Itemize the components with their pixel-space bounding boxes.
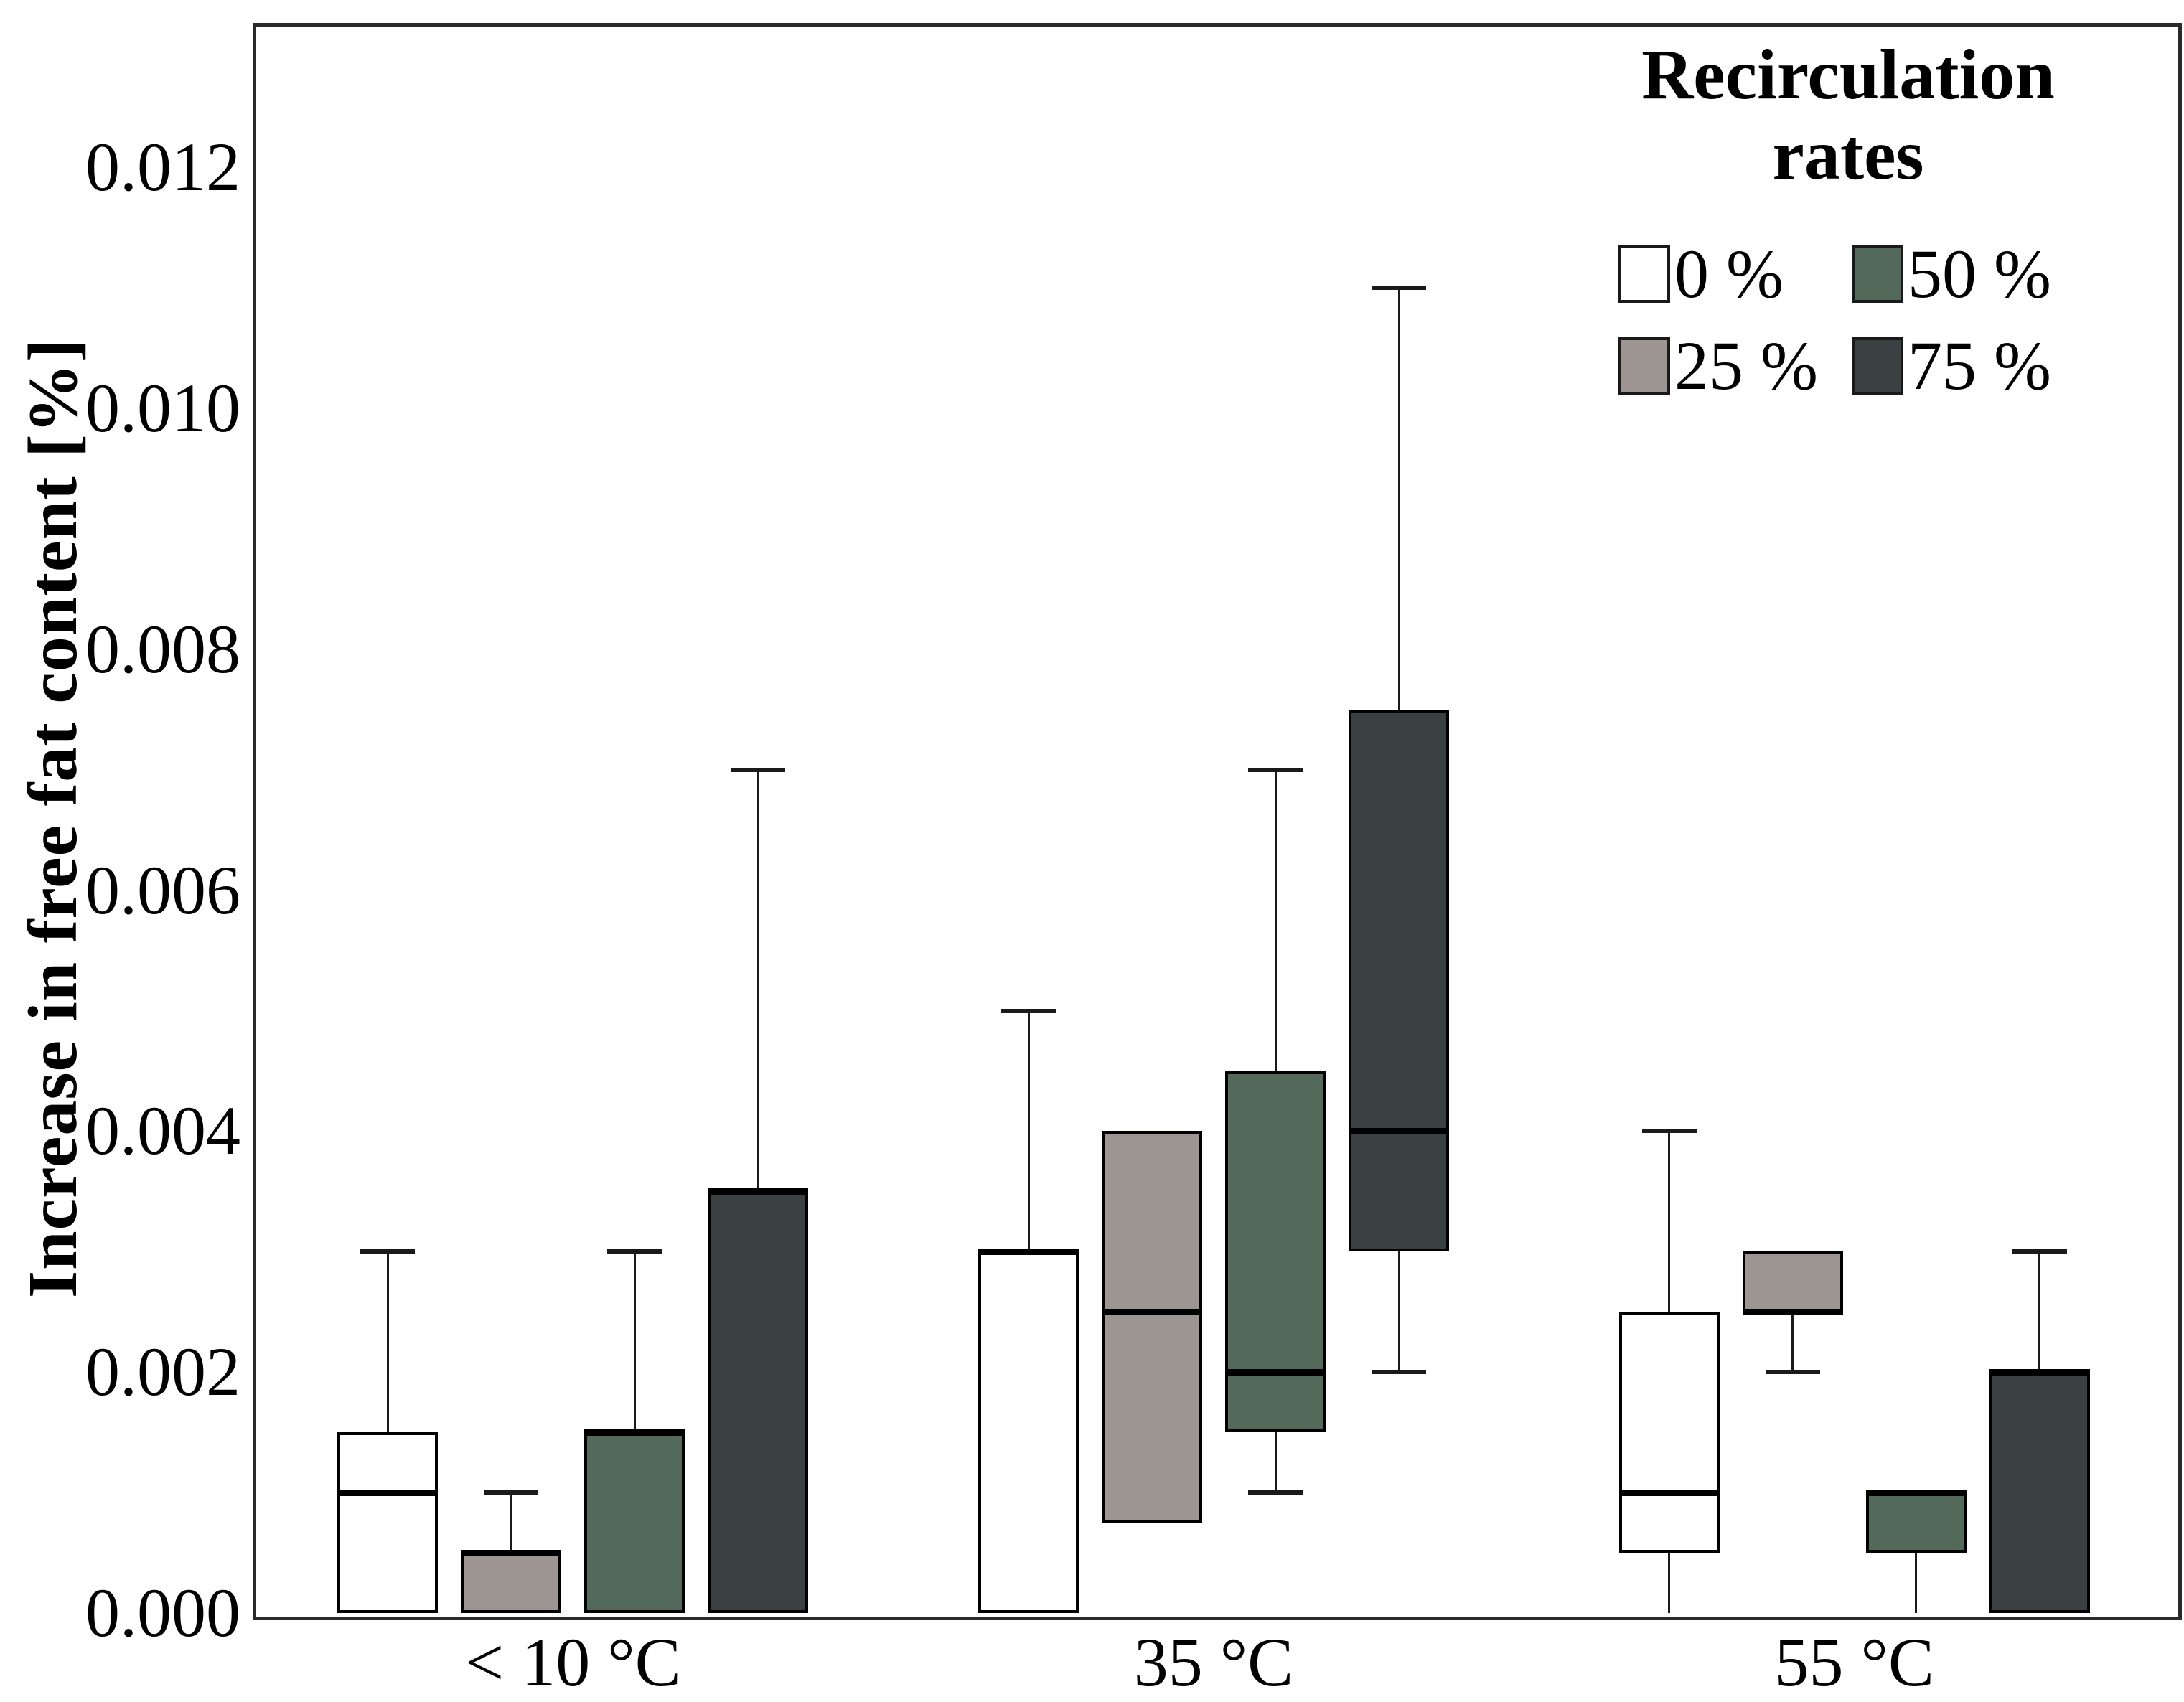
y-tick-label: 0.002 [85,1333,240,1411]
whisker-stem [1397,288,1400,710]
legend-entries: 0 % 50 % 25 % 75 % [1618,238,2135,402]
legend-label: 75 % [1908,327,2051,404]
whisker-cap [1765,1370,1820,1375]
median-line [1349,1127,1449,1134]
legend-title-line-1: Recirculation [1641,34,2055,114]
box-25%-3 [1742,1251,1843,1312]
x-tick-label: 55 °C [1774,1624,1934,1701]
legend-label: 0 % [1674,235,1784,312]
box-50%-3 [1865,1492,1967,1553]
legend-swatch-icon [1618,337,1670,395]
box-75%-3 [1989,1372,2090,1613]
legend-title: Recirculation rates [1618,34,2078,195]
whisker-stem [633,1251,636,1433]
legend-title-line-2: rates [1772,115,1924,194]
whisker-stem [1668,1131,1671,1312]
y-tick-label: 0.008 [85,610,240,687]
y-tick-label: 0.004 [85,1092,240,1170]
whisker-stem [1791,1312,1794,1373]
legend-swatch-icon [1852,245,1903,303]
box-0%-2 [978,1251,1079,1613]
legend-entry-75%: 75 % [1852,330,2096,402]
box-0%-3 [1618,1312,1720,1553]
box-50%-1 [584,1432,685,1613]
whisker-stem [1274,769,1277,1071]
median-line [1102,1308,1202,1315]
legend-entry-0%: 0 % [1618,238,1852,310]
box-25%-1 [461,1553,562,1613]
box-0%-1 [337,1432,439,1613]
whisker-cap [484,1490,539,1495]
whisker-stem [1397,1251,1400,1373]
whisker-cap [1248,1490,1303,1495]
whisker-stem [1274,1432,1277,1493]
whisker-cap [731,767,786,772]
median-line [1865,1489,1967,1496]
legend-entry-50%: 50 % [1852,238,2096,310]
x-tick-label: 35 °C [1133,1624,1294,1701]
legend-swatch-icon [1618,245,1670,303]
whisker-stem [1027,1010,1030,1252]
y-tick-label: 0.000 [85,1574,240,1651]
legend-entry-25%: 25 % [1618,330,1852,402]
box-75%-1 [708,1191,809,1613]
whisker-stem [2038,1251,2041,1373]
y-tick-label: 0.010 [85,370,240,447]
whisker-cap [1372,286,1426,291]
y-tick-label: 0.012 [85,128,240,206]
whisker-stem [1668,1553,1671,1613]
box-25%-2 [1102,1131,1202,1523]
median-line [337,1489,439,1496]
whisker-cap [1641,1129,1697,1134]
median-line [1989,1368,2090,1376]
whisker-cap [360,1249,416,1254]
y-tick-label: 0.006 [85,851,240,928]
median-line [1618,1489,1720,1496]
whisker-cap [1248,767,1303,772]
whisker-stem [386,1251,389,1433]
whisker-cap [607,1249,662,1254]
whisker-cap [2012,1249,2067,1254]
median-line [1742,1308,1843,1315]
legend: Recirculation rates 0 % 50 % 25 % 75 % [1618,34,2135,402]
median-line [461,1549,562,1556]
median-line [708,1188,809,1195]
x-tick-label: < 10 °C [465,1624,681,1701]
whisker-stem [510,1492,512,1553]
median-line [584,1429,685,1436]
legend-swatch-icon [1852,337,1903,395]
whisker-stem [756,769,759,1192]
median-line [978,1248,1079,1255]
whisker-stem [1915,1553,1918,1613]
box-75%-2 [1349,709,1449,1252]
whisker-cap [1001,1008,1056,1013]
median-line [1225,1368,1326,1376]
legend-label: 25 % [1674,327,1818,404]
whisker-cap [1372,1370,1426,1375]
legend-label: 50 % [1908,235,2051,312]
box-50%-2 [1225,1071,1326,1433]
